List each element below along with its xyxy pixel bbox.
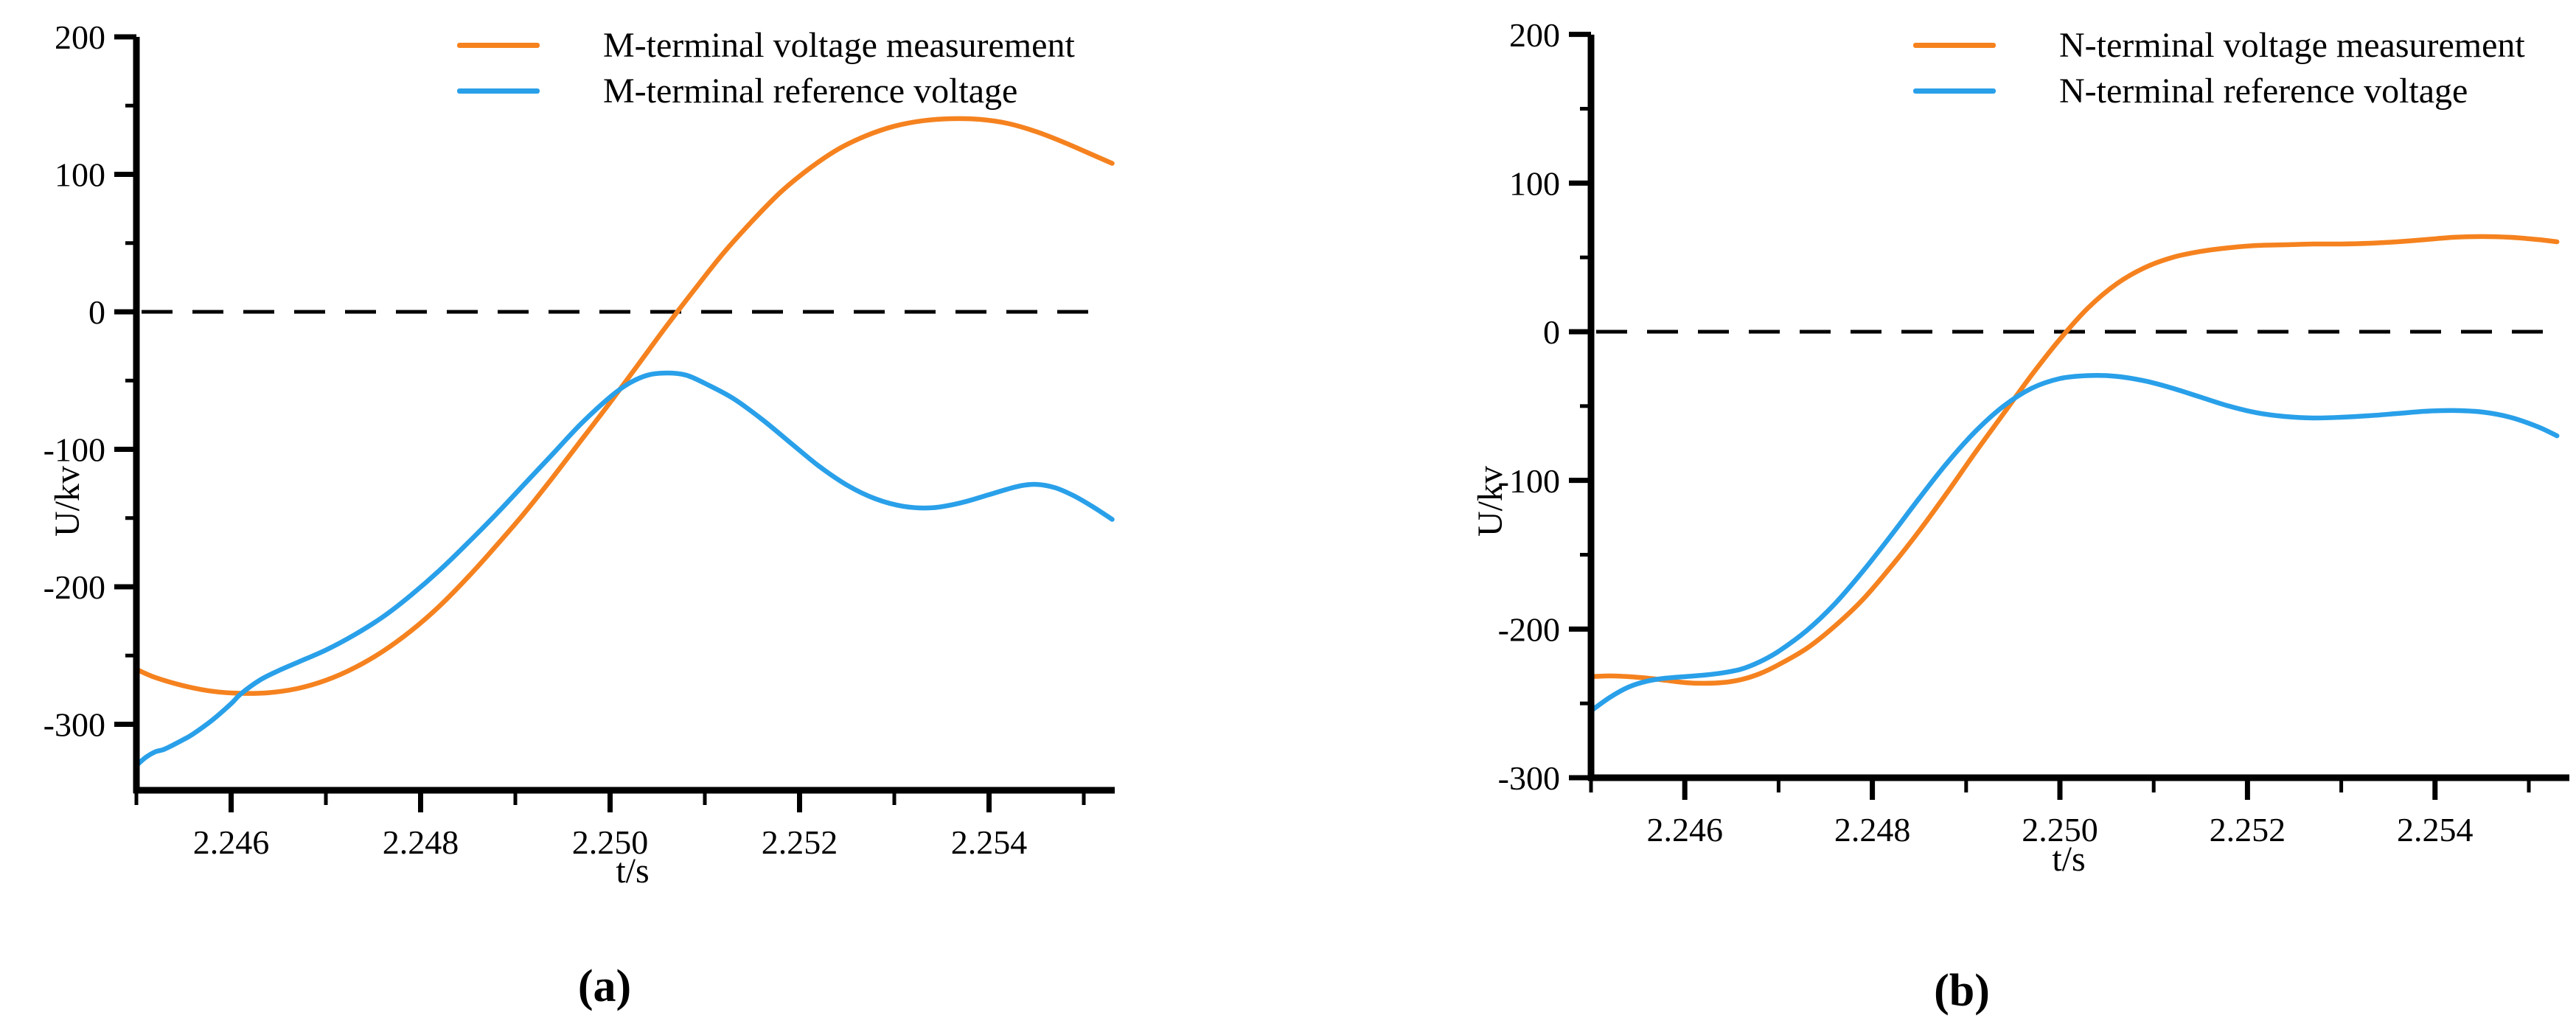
y-tick-label: 200: [55, 18, 105, 56]
x-tick-label: 2.246: [193, 823, 270, 861]
series-measurement-b: [1588, 234, 2560, 686]
y-tick-label: -200: [43, 568, 105, 606]
x-axis-label-a: t/s: [616, 851, 650, 891]
y-tick-label: -300: [43, 706, 105, 744]
legend-item: N-terminal reference voltage: [1913, 68, 2525, 114]
legend-label: M-terminal reference voltage: [603, 71, 1018, 111]
legend-swatch-measurement: [1913, 42, 1996, 48]
legend-swatch-measurement: [457, 42, 540, 48]
y-axis-label-a: U/kv: [48, 466, 87, 537]
y-tick-label: -100: [1498, 462, 1560, 500]
y-axis-label-b: U/kv: [1471, 466, 1510, 537]
legend-swatch-reference: [457, 88, 540, 94]
legend-item: N-terminal voltage measurement: [1913, 22, 2525, 68]
series-reference-a: [133, 370, 1115, 768]
legend-label: N-terminal reference voltage: [2059, 71, 2468, 111]
y-tick-label: 0: [88, 293, 105, 331]
x-tick-label: 2.254: [2397, 811, 2474, 848]
y-tick-label: -200: [1498, 610, 1560, 648]
chart-b: 2.246 2.248 2.250 2.252 2.254 200 100 0 -100 -200…: [1498, 16, 2569, 848]
y-tick-label: -100: [43, 431, 105, 469]
x-tick-label: 2.252: [762, 823, 838, 861]
x-tick-label: 2.250: [2022, 811, 2098, 848]
legend-label: N-terminal voltage measurement: [2059, 25, 2525, 65]
series-measurement-a: [133, 116, 1115, 696]
x-tick-label: 2.252: [2210, 811, 2286, 848]
legend-item: M-terminal voltage measurement: [457, 22, 1075, 68]
legend-b: N-terminal voltage measurement N-termina…: [1913, 22, 2525, 114]
series-reference-b: [1588, 373, 2560, 714]
y-tick-label: 200: [1509, 16, 1560, 54]
x-tick-label: 2.254: [951, 823, 1028, 861]
x-tick-label: 2.250: [572, 823, 649, 861]
x-tick-label: 2.248: [1834, 811, 1911, 848]
y-tick-label: 100: [55, 156, 105, 194]
legend-swatch-reference: [1913, 88, 1996, 94]
y-tick-label: 100: [1509, 164, 1560, 202]
legend-item: M-terminal reference voltage: [457, 68, 1075, 114]
legend-label: M-terminal voltage measurement: [603, 25, 1075, 65]
caption-b: (b): [1934, 966, 1990, 1016]
x-tick-label: 2.246: [1646, 811, 1723, 848]
chart-a: 2.246 2.248 2.250 2.252 2.254 200 100 0 -100 -200…: [43, 18, 1115, 861]
x-axis-label-b: t/s: [2052, 840, 2086, 879]
caption-a: (a): [577, 961, 632, 1011]
y-tick-label: 0: [1543, 313, 1560, 351]
legend-a: M-terminal voltage measurement M-termina…: [457, 22, 1075, 114]
y-tick-label: -300: [1498, 759, 1560, 797]
x-tick-label: 2.248: [383, 823, 459, 861]
